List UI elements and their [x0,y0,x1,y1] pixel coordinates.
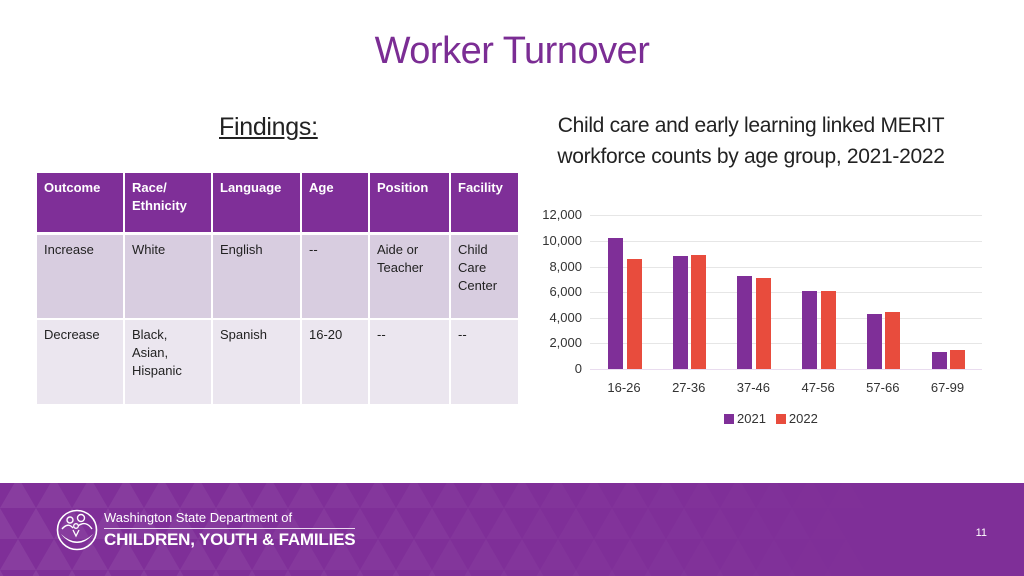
triangle-pattern-decoration [0,483,414,576]
header-outcome: Outcome [37,173,123,235]
chart-heading: Child care and early learning linked MER… [516,110,986,172]
header-language: Language [213,173,300,235]
x-tick-label: 67-99 [930,380,965,395]
table-row: Increase White English -- Aide or Teache… [37,235,518,320]
legend-label-2021: 2021 [737,411,766,426]
y-tick-label: 10,000 [542,233,582,248]
gridline [590,215,982,217]
bar-2021-47-56 [802,290,818,369]
page-number: 11 [975,527,987,539]
bar-2022-27-36 [691,255,707,369]
table-row: Decrease Black, Asian, Hispanic Spanish … [37,320,518,404]
bar-2021-37-46 [737,275,753,369]
x-tick-label: 27-36 [672,380,706,395]
legend-label-2022: 2022 [788,411,818,426]
y-tick-label: 4,000 [549,309,582,325]
cell-position: -- [370,320,449,404]
y-tick-label: 6,000 [549,284,582,300]
bar-2022-47-56 [820,290,836,369]
gridline [590,317,982,319]
cell-age: -- [302,235,368,320]
gridline [590,369,982,370]
bar-2021-27-36 [672,256,688,369]
table-header-row: Outcome Race/ Ethnicity Language Age Pos… [37,173,518,235]
family-logo-icon [56,509,98,551]
chart-legend: 2021 2022 [724,411,824,426]
org-name-line1: Washington State Department of [104,510,356,529]
gridline [590,292,982,294]
org-name: Washington State Department of CHILDREN,… [104,510,356,551]
legend-item-2022: 2022 [775,411,818,426]
org-name-line2: CHILDREN, YOUTH & FAMILIES [104,529,356,549]
bar-2021-57-66 [866,314,882,369]
legend-item-2021: 2021 [724,411,766,426]
cell-facility: -- [451,320,518,404]
chart-heading-line2: workforce counts by age group, 2021-2022 [557,145,945,168]
header-facility: Facility [451,173,518,235]
header-position: Position [370,173,449,235]
cell-language: Spanish [213,320,300,404]
gridline [590,343,982,345]
cell-race-ethnicity: White [125,235,211,320]
cell-race-ethnicity: Black, Asian, Hispanic [125,320,211,404]
footer-band: Washington State Department of CHILDREN,… [0,483,1024,576]
cell-facility: Child Care Center [451,235,518,320]
y-tick-label: 0 [574,361,582,376]
cell-age: 16-20 [302,320,368,404]
legend-swatch-2021 [724,413,734,424]
bar-2021-16-26 [608,238,623,369]
bar-2021-67-99 [931,351,947,369]
dcyf-logo: Washington State Department of CHILDREN,… [56,509,356,551]
x-tick-label: 16-26 [607,380,641,395]
findings-table: Outcome Race/ Ethnicity Language Age Pos… [35,173,520,404]
chart-heading-line1: Child care and early learning linked MER… [557,114,945,137]
cell-outcome: Decrease [37,320,123,404]
bar-2022-67-99 [950,350,965,369]
bar-2022-16-26 [626,258,642,369]
findings-heading: Findings: [219,113,318,141]
gridline [590,266,982,268]
bar-2022-57-66 [885,312,901,369]
x-tick-label: 37-46 [736,380,771,395]
x-tick-label: 47-56 [801,380,835,395]
bar-chart: 0 2,000 4,000 6,000 8,000 10,000 12,000 16-26 2… [530,200,990,440]
cell-position: Aide or Teacher [370,235,449,320]
legend-swatch-2022 [775,413,786,424]
header-age: Age [302,173,368,235]
cell-language: English [213,235,300,320]
gridline [590,241,982,242]
cell-outcome: Increase [37,235,123,320]
y-tick-label: 8,000 [549,258,582,274]
x-tick-label: 57-66 [866,380,900,395]
header-race-ethnicity: Race/ Ethnicity [125,173,211,235]
y-tick-label: 2,000 [549,335,582,351]
bar-2022-37-46 [755,277,771,369]
y-tick-label: 12,000 [542,207,582,223]
slide-title: Worker Turnover [374,30,650,72]
